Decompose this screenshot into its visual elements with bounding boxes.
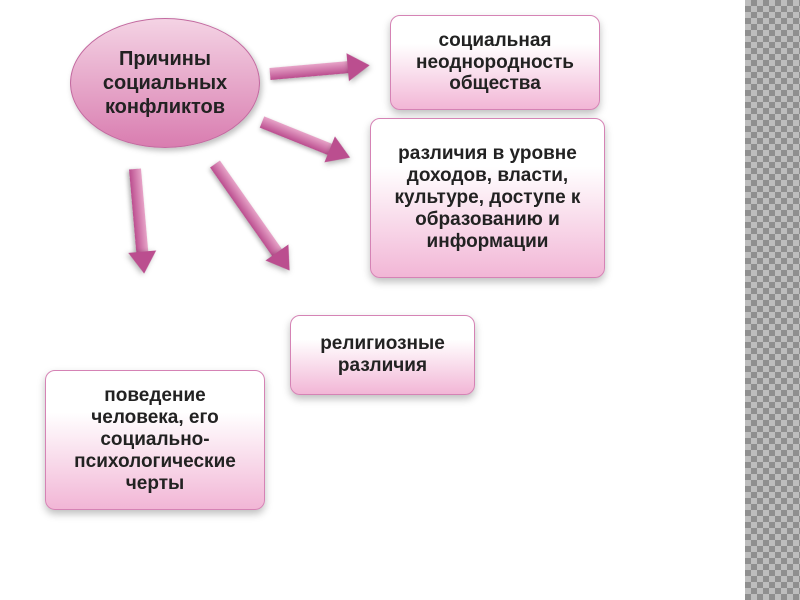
center-ellipse: Причины социальных конфликтов [70,18,260,148]
arrow-3 [204,156,302,279]
box-social-heterogeneity-label: социальная неоднородность общества [401,30,589,96]
box-religious-label: религиозные различия [301,333,464,377]
center-ellipse-label: Причины социальных конфликтов [71,47,259,119]
box-social-heterogeneity: социальная неоднородность общества [390,15,600,110]
decorative-sidebar [745,0,800,600]
box-behavior-label: поведение человека, его социально-психол… [56,385,254,494]
diagram-canvas: Причины социальных конфликтов социальная … [0,0,800,600]
box-income-differences: различия в уровне доходов, власти, культ… [370,118,605,278]
arrow-4 [121,168,158,275]
arrow-2 [257,109,356,171]
arrow-1 [269,51,371,88]
box-behavior: поведение человека, его социально-психол… [45,370,265,510]
box-religious: религиозные различия [290,315,475,395]
box-income-differences-label: различия в уровне доходов, власти, культ… [381,143,594,252]
